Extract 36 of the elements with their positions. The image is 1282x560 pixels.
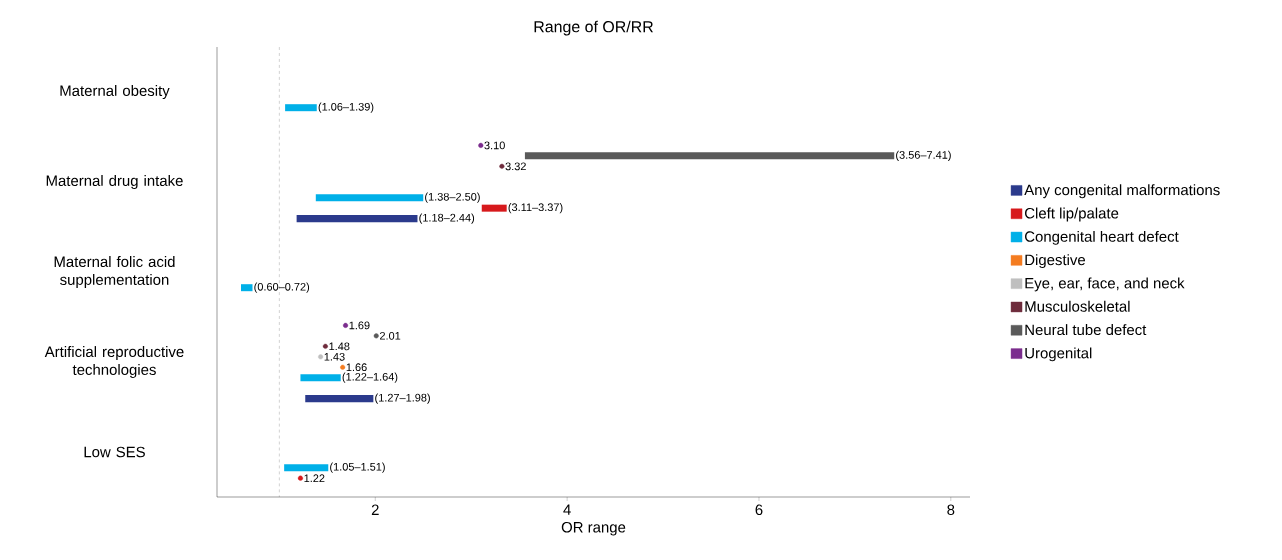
y-tick-label: Maternal drug intake [46,175,183,189]
legend-label: Digestive [1025,254,1086,269]
data-label: 3.32 [505,162,526,171]
legend-label: Neural tube defect [1025,324,1147,336]
data-label: (1.38–2.50) [425,192,480,203]
data-label: (1.18–2.44) [419,213,475,224]
y-tick-label: Maternal obesity [60,85,170,99]
data-label: (1.06–1.39) [318,102,374,113]
data-label: 1.69 [349,321,370,330]
legend-label: Congenital heart defect [1025,230,1179,245]
data-label: 1.66 [346,363,367,372]
legend-label: Urogenital [1025,347,1092,362]
data-label: (1.22–1.64) [342,372,398,383]
x-tick-label: 2 [371,504,379,515]
data-label: 2.01 [379,331,401,340]
legend-label: Any congenital malformations [1024,184,1220,199]
y-tick-label: Low SES [84,446,145,458]
chart-title: Range of OR/RR [534,20,653,36]
data-label: 3.10 [484,141,505,150]
legend-label: Eye, ear, face, and neck [1025,277,1185,292]
x-tick-label: 8 [947,504,955,516]
data-label: (3.56–7.41) [896,150,951,161]
legend-label: Cleft lip/palate [1025,207,1119,222]
data-label: (3.11–3.37) [508,203,563,214]
x-tick-label: 4 [563,504,571,515]
y-tick-label: Maternal folic acid supplementation [54,256,175,288]
data-label: 1.43 [324,352,345,361]
data-label: (1.05–1.51) [330,462,385,473]
legend-label: Musculoskeletal [1025,300,1130,312]
data-label: (0.60–0.72) [254,282,310,293]
data-label: 1.22 [304,474,325,482]
y-tick-label: Artificial reproductive technologies [44,346,184,378]
x-tick-label: 6 [755,504,763,516]
data-label: (1.27–1.98) [375,393,430,404]
x-axis-title: OR range [561,521,626,536]
data-label: 1.48 [329,342,350,351]
